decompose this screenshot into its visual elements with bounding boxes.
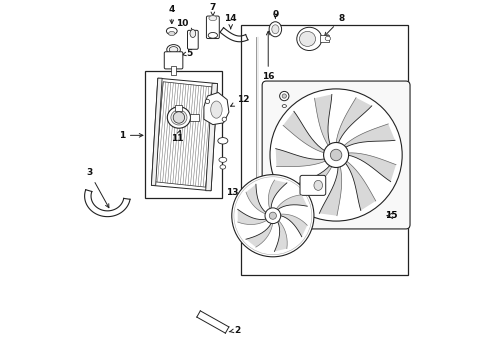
FancyBboxPatch shape xyxy=(164,52,183,69)
Text: 3: 3 xyxy=(86,168,109,208)
Circle shape xyxy=(280,91,289,101)
Ellipse shape xyxy=(269,22,282,37)
Circle shape xyxy=(282,94,287,98)
Ellipse shape xyxy=(169,31,175,36)
Ellipse shape xyxy=(208,32,218,38)
Polygon shape xyxy=(238,210,267,225)
Polygon shape xyxy=(274,221,287,251)
Ellipse shape xyxy=(209,16,217,21)
Polygon shape xyxy=(151,78,162,185)
Polygon shape xyxy=(155,82,214,187)
Bar xyxy=(171,66,176,75)
Ellipse shape xyxy=(272,25,279,34)
Text: 9: 9 xyxy=(272,10,278,19)
Text: 7: 7 xyxy=(210,3,216,16)
Ellipse shape xyxy=(219,157,227,162)
Polygon shape xyxy=(281,214,307,237)
Text: 10: 10 xyxy=(176,19,194,32)
Text: 5: 5 xyxy=(182,49,193,58)
Bar xyxy=(190,114,198,121)
Circle shape xyxy=(173,112,185,123)
Ellipse shape xyxy=(167,45,180,55)
Text: 6: 6 xyxy=(293,85,309,96)
Circle shape xyxy=(270,212,276,219)
Text: 14: 14 xyxy=(314,198,326,213)
Polygon shape xyxy=(151,78,218,191)
Ellipse shape xyxy=(282,105,287,108)
Text: 16: 16 xyxy=(262,31,274,81)
Ellipse shape xyxy=(220,165,226,169)
Ellipse shape xyxy=(325,36,331,41)
Ellipse shape xyxy=(211,101,222,118)
Text: 11: 11 xyxy=(171,130,183,143)
Ellipse shape xyxy=(190,30,196,37)
Circle shape xyxy=(205,99,210,104)
Text: 15: 15 xyxy=(385,211,398,220)
Text: 8: 8 xyxy=(324,14,344,36)
FancyBboxPatch shape xyxy=(300,175,326,195)
Polygon shape xyxy=(269,180,287,208)
Polygon shape xyxy=(206,84,218,191)
Bar xyxy=(242,24,408,275)
Polygon shape xyxy=(319,166,342,216)
Ellipse shape xyxy=(169,46,178,53)
Circle shape xyxy=(270,89,402,221)
Ellipse shape xyxy=(218,138,228,144)
Ellipse shape xyxy=(299,31,316,46)
Circle shape xyxy=(330,149,342,161)
Polygon shape xyxy=(246,224,272,247)
FancyBboxPatch shape xyxy=(262,81,410,229)
Polygon shape xyxy=(286,165,332,202)
Ellipse shape xyxy=(314,180,322,190)
Polygon shape xyxy=(345,161,376,211)
Ellipse shape xyxy=(167,27,177,35)
Ellipse shape xyxy=(167,107,191,128)
Circle shape xyxy=(222,117,226,121)
Polygon shape xyxy=(204,93,229,125)
Bar xyxy=(145,71,222,198)
Polygon shape xyxy=(343,124,395,148)
Bar xyxy=(320,35,329,42)
Polygon shape xyxy=(315,94,332,146)
Bar xyxy=(175,105,182,111)
Text: 1: 1 xyxy=(119,131,143,140)
Ellipse shape xyxy=(171,110,187,125)
Circle shape xyxy=(232,175,314,257)
Polygon shape xyxy=(347,153,396,181)
Circle shape xyxy=(265,208,281,224)
Polygon shape xyxy=(246,184,266,214)
Ellipse shape xyxy=(297,27,322,50)
Polygon shape xyxy=(276,149,326,167)
Text: 13: 13 xyxy=(225,188,246,203)
FancyBboxPatch shape xyxy=(188,30,198,49)
Text: 4: 4 xyxy=(169,5,175,24)
Circle shape xyxy=(323,143,348,167)
Text: 2: 2 xyxy=(229,325,241,334)
Text: 14: 14 xyxy=(224,14,237,29)
Text: 12: 12 xyxy=(231,95,249,106)
Polygon shape xyxy=(276,195,307,210)
FancyBboxPatch shape xyxy=(206,16,220,39)
Polygon shape xyxy=(283,111,325,153)
Polygon shape xyxy=(336,98,372,144)
Circle shape xyxy=(234,177,312,255)
